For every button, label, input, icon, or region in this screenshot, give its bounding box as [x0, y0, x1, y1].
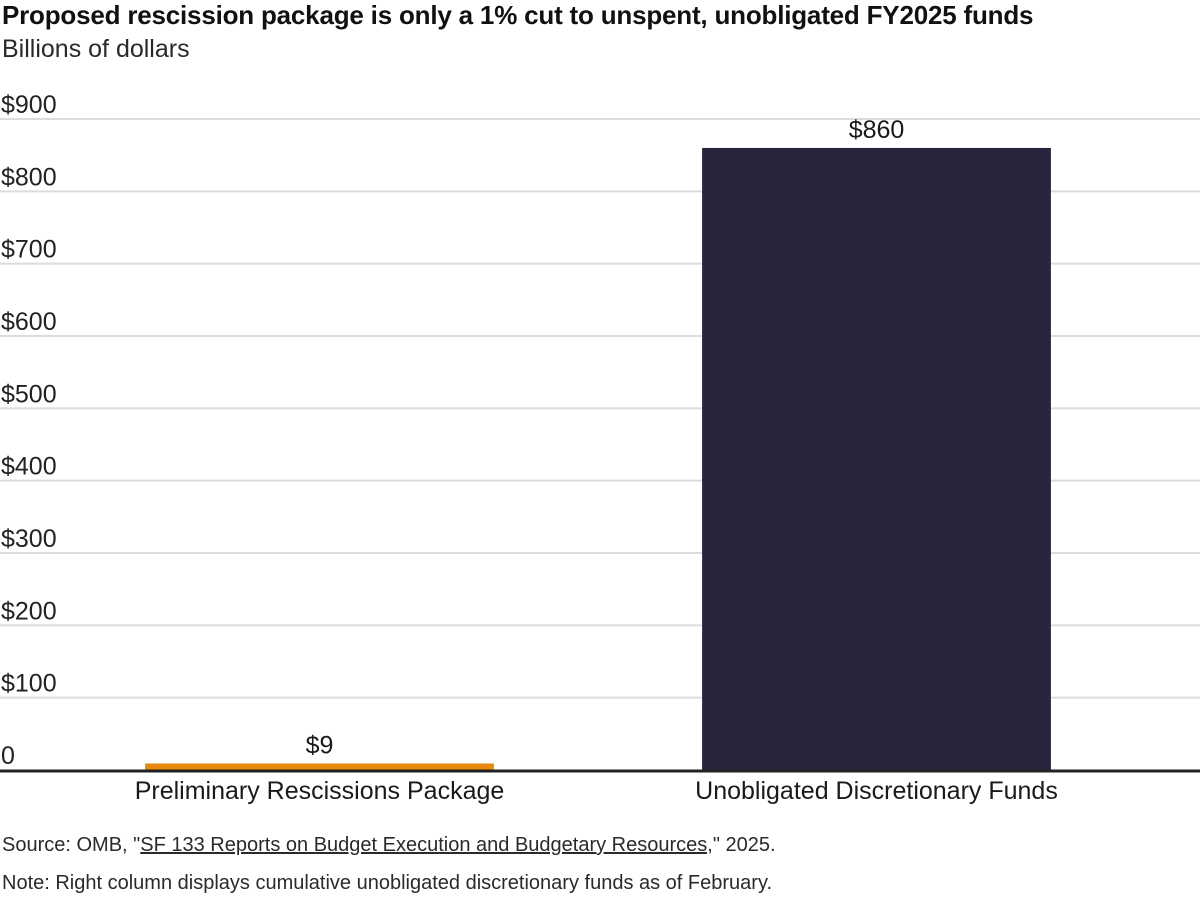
source-prefix: Source: OMB, ": [2, 834, 141, 856]
y-tick-label: $800: [1, 163, 57, 191]
y-tick-label: $700: [1, 236, 57, 264]
x-axis-ticks: Preliminary Rescissions Package Unobligat…: [135, 777, 1058, 805]
y-tick-label: 0: [1, 742, 15, 770]
bars: [145, 147, 1051, 770]
y-tick-label: $300: [1, 525, 57, 553]
note-line: Note: Right column displays cumulative u…: [2, 872, 773, 894]
y-tick-label: $100: [1, 670, 57, 698]
y-tick-label: $900: [1, 91, 57, 119]
chart-subtitle: Billions of dollars: [2, 35, 190, 63]
y-tick-label: $400: [1, 453, 57, 481]
y-axis-ticks: 0 $100 $200 $300 $400 $500 $600 $700 $800 $900: [1, 91, 57, 770]
bar-value-label: $860: [849, 116, 905, 144]
source-line: Source: OMB, "SF 133 Reports on Budget E…: [2, 834, 776, 857]
y-tick-label: $500: [1, 380, 57, 408]
y-tick-label: $600: [1, 308, 57, 336]
chart-title: Proposed rescission package is only a 1%…: [2, 0, 1034, 30]
x-tick-label: Preliminary Rescissions Package: [135, 777, 505, 805]
value-labels: $9 $860: [306, 116, 905, 760]
y-tick-label: $200: [1, 597, 57, 625]
bar: [145, 763, 494, 770]
source-link[interactable]: SF 133 Reports on Budget Execution and B…: [140, 834, 713, 856]
bar: [702, 147, 1051, 770]
bar-chart: 0 $100 $200 $300 $400 $500 $600 $700 $800 $900 $9…: [0, 91, 1200, 805]
x-tick-label: Unobligated Discretionary Funds: [695, 777, 1058, 805]
source-suffix: " 2025.: [712, 834, 776, 856]
bar-value-label: $9: [306, 731, 334, 759]
